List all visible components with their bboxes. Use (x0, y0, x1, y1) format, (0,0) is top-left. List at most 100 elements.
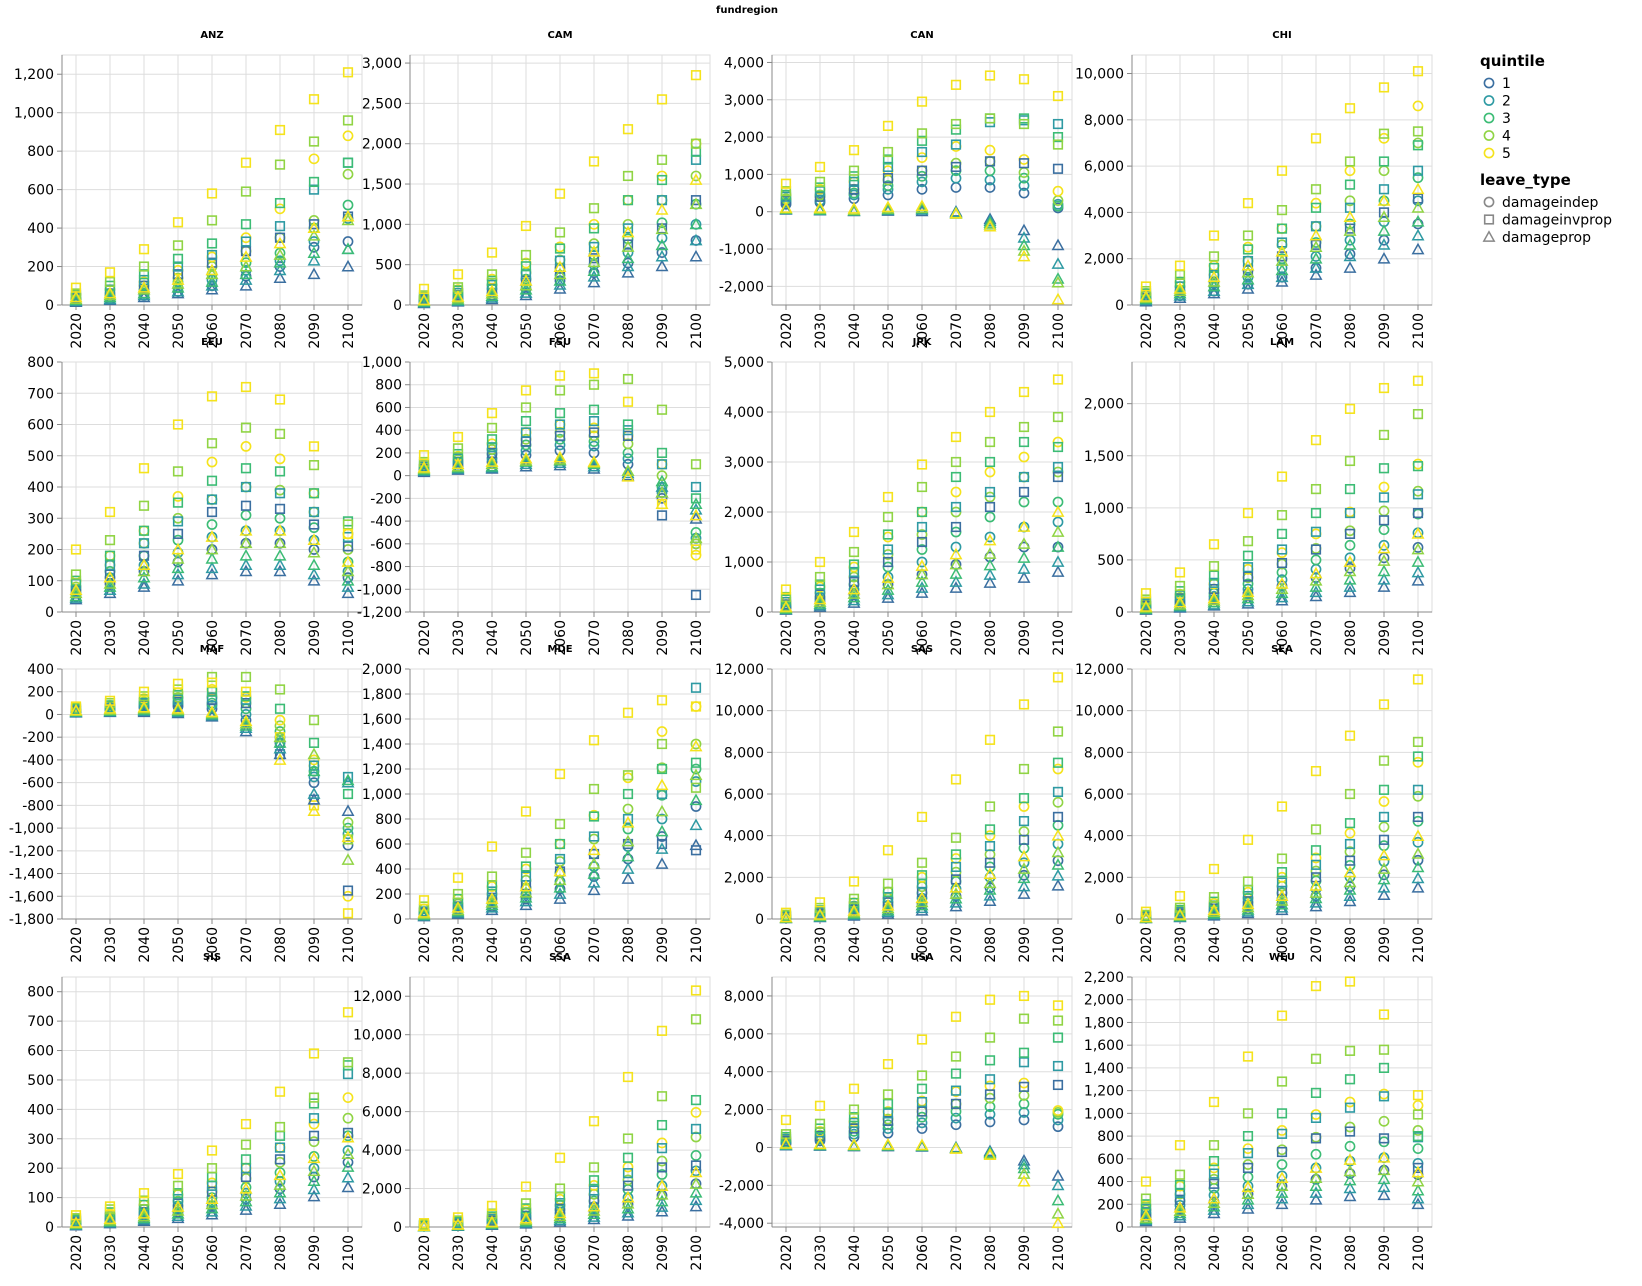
x-tick-label: 2060 (915, 620, 931, 656)
x-tick-label: 2070 (1309, 620, 1325, 656)
x-tick-label: 2100 (341, 1235, 357, 1271)
data-point-damageprop-q4 (171, 552, 185, 564)
data-point-damageprop-q3 (273, 736, 287, 748)
data-point-damageprop-q4 (341, 1147, 355, 1159)
x-tick-label: 2050 (1241, 313, 1257, 349)
y-tick-label: 4,000 (724, 405, 764, 421)
data-point-damageindep-q4 (690, 538, 702, 550)
data-point-damageprop-q2 (655, 480, 669, 492)
data-point-damageinvprop-q5 (588, 156, 600, 167)
data-point-damageindep-q5 (1412, 100, 1424, 112)
data-point-damageinvprop-q4 (690, 1014, 702, 1025)
data-point-damageprop-q3 (689, 1186, 703, 1198)
data-point-damageinvprop-q5 (308, 94, 320, 105)
data-point-damageprop-q3 (1411, 555, 1425, 567)
data-point-damageprop-q1 (1051, 565, 1065, 577)
data-point-damageprop-q1 (983, 212, 997, 225)
data-point-damageinvprop-q2 (656, 1143, 668, 1154)
data-point-damageinvprop-q4 (1378, 429, 1390, 441)
data-point-damageinvprop-q4 (1018, 1013, 1030, 1024)
data-point-damageinvprop-q4 (984, 801, 996, 812)
data-point-damageindep-q2 (950, 172, 962, 184)
data-point-damageindep-q4 (342, 1112, 354, 1124)
data-point-damageinvprop-q2 (1378, 811, 1390, 823)
data-point-damageprop-q5 (171, 1200, 185, 1212)
data-point-damageinvprop-q3 (1052, 757, 1064, 768)
data-point-damageprop-q4 (137, 564, 151, 577)
data-point-damageinvprop-q4 (308, 136, 320, 147)
data-point-damageprop-q4 (307, 545, 321, 558)
data-point-damageprop-q1 (949, 899, 963, 912)
data-point-damageprop-q5 (881, 200, 895, 213)
data-point-damageprop-q2 (1411, 228, 1425, 241)
data-point-damageindep-q4 (622, 438, 634, 450)
data-point-damageindep-q5 (690, 549, 702, 561)
data-point-damageprop-q5 (341, 209, 355, 222)
data-point-damageprop-q2 (553, 887, 567, 899)
data-point-damageinvprop-q1 (690, 1160, 702, 1171)
data-point-damageinvprop-q3 (240, 219, 252, 230)
data-point-damageinvprop-q4 (1378, 128, 1390, 139)
facet-fsu: FSU -1,200 -1,000 -800 -600 -400 -200 0 200 400 60… (357, 337, 711, 656)
y-tick-label: 2,000 (1084, 993, 1124, 1009)
data-point-damageprop-q4 (239, 259, 253, 272)
facet-title: JPK (912, 337, 933, 348)
data-point-damageprop-q4 (171, 1204, 185, 1216)
data-point-damageindep-q3 (916, 1111, 928, 1123)
data-point-damageinvprop-q4 (486, 269, 498, 280)
data-point-damageprop-q4 (1411, 542, 1425, 555)
data-point-damageinvprop-q5 (240, 686, 252, 697)
data-point-damageinvprop-q4 (690, 138, 702, 149)
y-tick-label: 4,000 (724, 1065, 764, 1081)
data-point-damageinvprop-q4 (1276, 853, 1288, 864)
data-point-damageinvprop-q4 (882, 1089, 894, 1100)
data-point-damageprop-q3 (655, 824, 669, 837)
data-point-damageprop-q1 (307, 574, 321, 586)
y-tick-label: 1,000 (362, 787, 402, 803)
data-point-damageprop-q1 (1411, 574, 1425, 586)
x-tick-label: 2030 (1173, 313, 1189, 349)
data-point-damageprop-q5 (417, 460, 431, 473)
data-point-damageindep-q3 (916, 544, 928, 555)
data-point-damageprop-q4 (1173, 597, 1187, 610)
data-point-damageprop-q5 (1411, 182, 1425, 195)
data-point-damageinvprop-q3 (1344, 1074, 1356, 1085)
data-point-damageprop-q4 (171, 277, 185, 289)
data-point-damageinvprop-q5 (1412, 674, 1424, 685)
data-point-damageinvprop-q5 (690, 985, 702, 996)
data-point-damageinvprop-q3 (308, 176, 320, 188)
data-point-damageprop-q2 (1411, 1191, 1425, 1204)
data-point-damageinvprop-q5 (1276, 471, 1288, 482)
data-point-damageinvprop-q1 (588, 427, 600, 438)
x-tick-label: 2020 (1139, 313, 1155, 349)
y-tick-label: 0 (755, 1140, 764, 1156)
data-point-damageindep-q2 (1412, 836, 1424, 848)
data-point-damageprop-q3 (1343, 883, 1357, 895)
x-tick-label: 2060 (1275, 313, 1291, 349)
data-point-damageprop-q1 (69, 592, 83, 605)
data-point-damageinvprop-q5 (486, 841, 498, 852)
data-point-damageinvprop-q5 (1174, 890, 1186, 902)
data-point-damageprop-q5 (205, 705, 219, 718)
data-point-damageinvprop-q1 (916, 165, 928, 176)
data-point-damageinvprop-q5 (520, 220, 532, 232)
data-point-damageprop-q4 (341, 564, 355, 577)
data-point-damageprop-q2 (1051, 555, 1065, 567)
data-point-damageprop-q2 (983, 888, 997, 901)
x-tick-label: 2030 (813, 313, 829, 349)
data-point-damageprop-q2 (103, 583, 117, 596)
x-tick-label: 2060 (1275, 1235, 1291, 1271)
data-point-damageinvprop-q2 (916, 521, 928, 533)
data-point-damageprop-q3 (587, 1207, 601, 1220)
y-tick-label: 8,000 (724, 745, 764, 761)
data-point-damageinvprop-q3 (1242, 1130, 1254, 1142)
x-tick-label: 2050 (171, 620, 187, 656)
data-point-damageindep-q5 (240, 440, 252, 452)
data-point-damageprop-q5 (983, 533, 997, 546)
data-point-damageprop-q5 (1343, 210, 1357, 222)
data-point-damageprop-q5 (1275, 889, 1289, 901)
x-tick-label: 2060 (205, 1235, 221, 1271)
data-point-damageinvprop-q1 (882, 173, 894, 184)
facet-title: LAM (1270, 337, 1294, 348)
data-point-damageprop-q5 (915, 199, 929, 212)
